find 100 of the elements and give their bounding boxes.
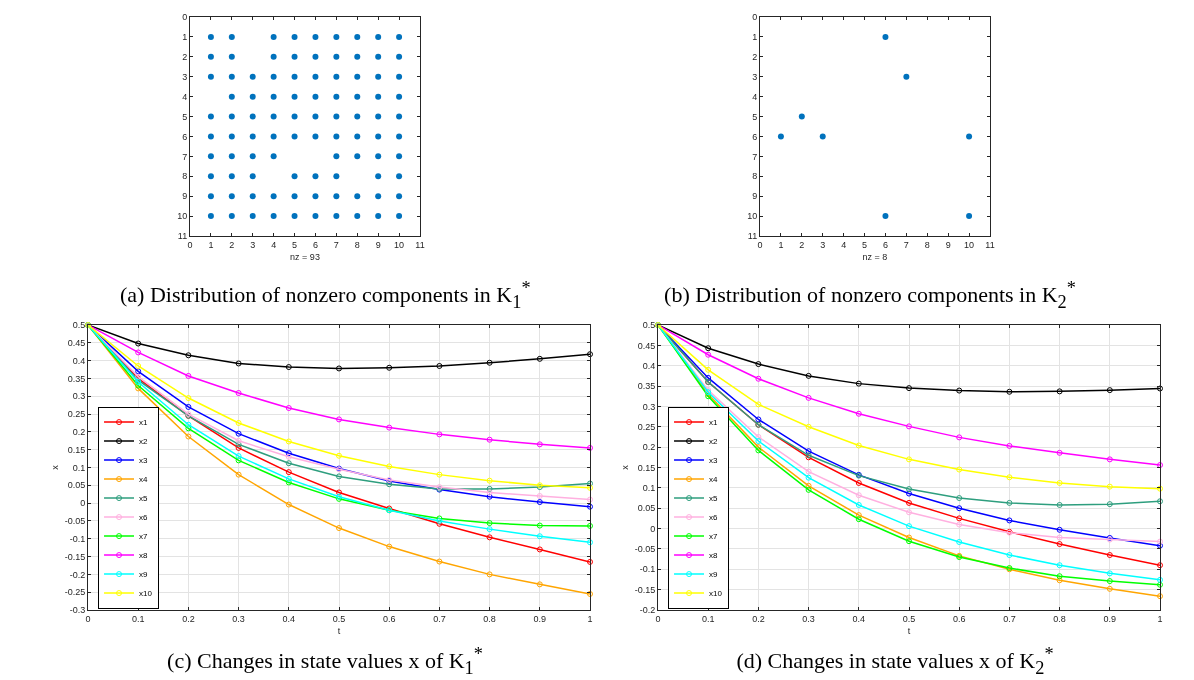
legend-label: x6 bbox=[139, 513, 149, 523]
y-tick-label: 11 bbox=[177, 231, 188, 242]
x-tick-label: 4 bbox=[271, 239, 277, 250]
legend-label: x8 bbox=[139, 551, 149, 561]
y-tick-label: -0.3 bbox=[69, 605, 86, 616]
y-tick-label: 0.2 bbox=[642, 442, 656, 453]
legend-label: x7 bbox=[709, 532, 719, 542]
x-tick-label: 0.7 bbox=[1003, 613, 1016, 624]
x-tick-label: 1 bbox=[778, 239, 784, 250]
x-tick-label: 8 bbox=[924, 239, 930, 250]
x-tick-label: 10 bbox=[964, 239, 975, 250]
x-tick-label: 5 bbox=[292, 239, 298, 250]
y-tick-label: 7 bbox=[182, 151, 188, 162]
y-tick-label: 0.25 bbox=[637, 421, 656, 432]
y-tick-label: 4 bbox=[752, 91, 758, 102]
legend-label: x4 bbox=[139, 475, 149, 485]
x-tick-label: 0.4 bbox=[852, 613, 866, 624]
x-tick-label: 4 bbox=[841, 239, 847, 250]
x-axis-title: t bbox=[337, 625, 341, 636]
y-tick-label: 0.15 bbox=[67, 444, 86, 455]
y-tick-label: 0.3 bbox=[642, 401, 656, 412]
x-tick-label: 0.6 bbox=[382, 613, 396, 624]
y-tick-label: -0.15 bbox=[634, 584, 656, 595]
x-tick-label: 0.8 bbox=[1053, 613, 1066, 624]
y-tick-label: -0.25 bbox=[64, 587, 86, 598]
legend-label: x1 bbox=[139, 418, 149, 428]
legend-label: x10 bbox=[709, 589, 723, 599]
y-tick-label: 3 bbox=[182, 71, 188, 82]
y-tick-label: 5 bbox=[752, 111, 758, 122]
x-tick-label: 0.6 bbox=[952, 613, 966, 624]
x-tick-label: 0.8 bbox=[483, 613, 496, 624]
y-tick-label: 6 bbox=[752, 131, 758, 142]
legend-label: x10 bbox=[139, 589, 153, 599]
legend-label: x3 bbox=[139, 456, 149, 466]
legend-label: x4 bbox=[709, 475, 719, 485]
x-tick-label: 0.1 bbox=[131, 613, 145, 624]
x-tick-label: 1 bbox=[587, 613, 593, 624]
x-tick-label: 6 bbox=[882, 239, 888, 250]
x-tick-label: 0.4 bbox=[282, 613, 296, 624]
x-tick-label: 0.9 bbox=[533, 613, 547, 624]
y-tick-label: -0.1 bbox=[639, 564, 656, 575]
y-tick-label: 8 bbox=[182, 171, 188, 182]
y-tick-label: 8 bbox=[752, 171, 758, 182]
legend-label: x1 bbox=[709, 418, 719, 428]
legend-label: x8 bbox=[709, 551, 719, 561]
x-tick-label: 1 bbox=[1157, 613, 1163, 624]
x-tick-label: 3 bbox=[820, 239, 826, 250]
x-tick-label: 2 bbox=[799, 239, 805, 250]
x-tick-label: 0.3 bbox=[802, 613, 815, 624]
x-tick-label: 0.7 bbox=[433, 613, 446, 624]
y-tick-label: 0.5 bbox=[72, 320, 86, 331]
legend-label: x5 bbox=[709, 494, 719, 504]
y-axis-title: x bbox=[620, 464, 631, 470]
x-tick-label: 2 bbox=[229, 239, 235, 250]
x-tick-label: 0.9 bbox=[1103, 613, 1117, 624]
x-tick-label: 9 bbox=[375, 239, 381, 250]
y-tick-label: 0 bbox=[752, 12, 758, 23]
y-tick-label: 0 bbox=[80, 498, 86, 509]
y-tick-label: 1 bbox=[752, 32, 758, 43]
x-axis-title: nz = 93 bbox=[290, 251, 320, 262]
y-tick-label: 0.1 bbox=[72, 462, 86, 473]
y-tick-label: 0.25 bbox=[67, 409, 86, 420]
y-tick-label: 0.4 bbox=[642, 360, 656, 371]
y-tick-label: 0.35 bbox=[67, 373, 86, 384]
y-tick-label: -0.05 bbox=[634, 544, 656, 555]
y-tick-label: 0.5 bbox=[642, 320, 656, 331]
x-tick-label: 8 bbox=[354, 239, 360, 250]
x-tick-label: 0.3 bbox=[232, 613, 245, 624]
legend-label: x2 bbox=[709, 437, 719, 447]
y-tick-label: 11 bbox=[747, 231, 758, 242]
y-tick-label: 0 bbox=[650, 523, 656, 534]
y-tick-label: 2 bbox=[182, 51, 188, 62]
x-tick-label: 7 bbox=[333, 239, 339, 250]
y-tick-label: 0.35 bbox=[637, 381, 656, 392]
y-tick-label: 10 bbox=[177, 211, 188, 222]
y-tick-label: 1 bbox=[182, 32, 188, 43]
legend-label: x6 bbox=[709, 513, 719, 523]
legend-label: x5 bbox=[139, 494, 149, 504]
y-tick-label: 0.15 bbox=[637, 462, 656, 473]
x-tick-label: 1 bbox=[208, 239, 214, 250]
x-tick-label: 11 bbox=[415, 239, 425, 250]
y-tick-label: 0.1 bbox=[642, 483, 656, 494]
x-tick-label: 3 bbox=[250, 239, 256, 250]
legend-label: x3 bbox=[709, 456, 719, 466]
y-tick-label: 10 bbox=[747, 211, 758, 222]
y-tick-label: 0.3 bbox=[72, 391, 86, 402]
y-axis-title: x bbox=[50, 464, 61, 470]
x-axis-title: t bbox=[907, 625, 911, 636]
x-tick-label: 0.5 bbox=[902, 613, 916, 624]
x-tick-label: 9 bbox=[945, 239, 951, 250]
x-tick-label: 11 bbox=[985, 239, 995, 250]
y-tick-label: 6 bbox=[182, 131, 188, 142]
legend-label: x7 bbox=[139, 532, 149, 542]
legend-label: x2 bbox=[139, 437, 149, 447]
y-tick-label: 0.05 bbox=[637, 503, 656, 514]
y-tick-label: 0 bbox=[182, 12, 188, 23]
legend-label: x9 bbox=[139, 570, 149, 580]
x-tick-label: 7 bbox=[903, 239, 909, 250]
y-tick-label: 9 bbox=[182, 191, 188, 202]
y-tick-label: 0.45 bbox=[67, 337, 86, 348]
